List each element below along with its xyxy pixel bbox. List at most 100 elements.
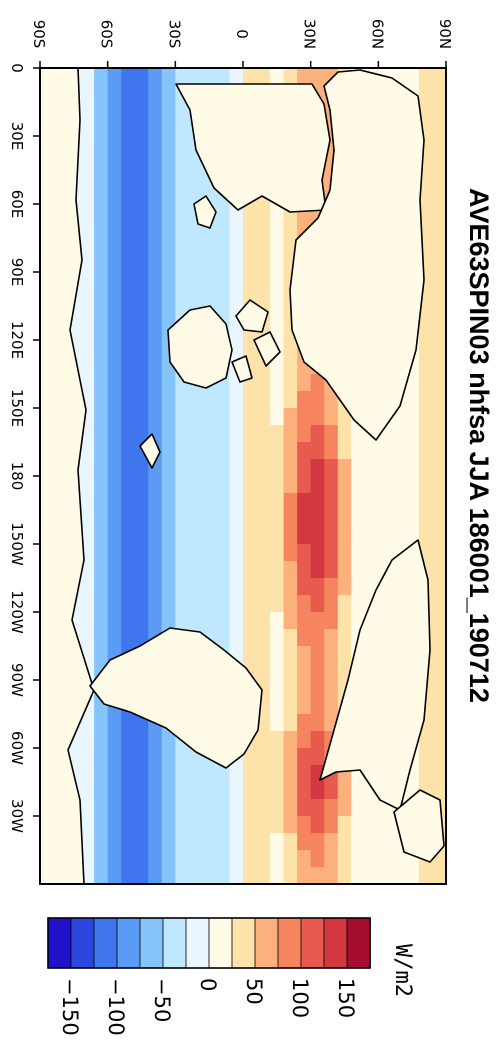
field-cell [161,782,176,800]
field-cell [351,425,366,443]
field-cell [256,833,271,851]
field-cell [148,204,163,222]
field-cell [256,714,271,732]
field-cell [310,374,325,392]
field-cell [337,629,352,647]
field-cell [432,646,447,664]
field-cell [188,578,203,596]
field-cell [202,578,217,596]
north-america-landmass [319,539,431,811]
field-cell [270,221,284,239]
field-cell [337,867,352,885]
field-cell [94,765,109,783]
field-cell [107,493,122,511]
field-cell [243,595,257,613]
field-cell [256,391,271,409]
field-cell [229,561,244,579]
field-cell [215,612,230,630]
field-cell [148,340,163,358]
field-cell [215,799,230,817]
field-cell [202,867,217,885]
map: 0 30E 60E 90E 120E 150E 180 150W 120W 90W 60W 30W 9… [8,19,454,885]
field-cell [418,731,433,749]
field-cell [418,68,433,86]
field-cell [243,833,257,851]
field-cell [121,357,136,375]
field-cell [94,153,109,171]
field-cell [324,646,339,664]
field-cell [243,255,257,273]
field-cell [215,204,230,222]
field-cell [107,408,122,426]
field-cell [270,442,284,460]
field-cell [432,238,447,256]
field-cell [432,187,447,205]
field-cell [432,663,447,681]
field-cell [256,408,271,426]
field-cell [94,306,109,324]
field-cell [270,782,284,800]
field-cell [391,493,406,511]
field-cell [121,374,136,392]
field-cell [175,425,190,443]
field-cell [229,272,244,290]
field-cell [107,136,122,154]
field-cell [270,595,284,613]
field-cell [121,153,136,171]
field-cell [297,850,312,868]
field-cell [175,799,190,817]
field-cell [256,221,271,239]
field-cell [229,527,244,545]
field-cell [364,544,379,562]
field-cell [107,119,122,137]
field-cell [256,816,271,834]
field-cell [351,561,366,579]
field-cell [270,374,284,392]
field-cell [337,442,352,460]
field-cell [80,782,95,800]
field-cell [175,850,190,868]
field-cell [134,102,149,120]
field-cell [337,833,352,851]
field-cell [405,476,420,494]
new-zealand-islands [139,433,161,469]
field-cell [378,442,393,460]
field-cell [161,799,176,817]
field-cell [107,850,122,868]
field-cell [337,527,352,545]
field-cell [80,833,95,851]
field-cell [134,204,149,222]
field-cell [148,221,163,239]
field-cell [161,459,176,477]
field-cell [107,833,122,851]
field-cell [161,816,176,834]
field-cell [270,527,284,545]
field-cell [134,459,149,477]
field-cell [243,391,257,409]
field-cell [175,459,190,477]
field-cell [94,629,109,647]
field-cell [148,408,163,426]
field-cell [202,68,217,86]
field-cell [107,714,122,732]
field-cell [229,221,244,239]
field-cell [107,204,122,222]
field-cell [432,476,447,494]
colorbar-tick-label: −150 [58,978,82,1036]
field-cell [432,221,447,239]
field-cell [134,408,149,426]
field-cell [391,850,406,868]
field-cell [148,187,163,205]
field-cell [202,782,217,800]
coastlines [39,67,445,885]
field-cell [310,748,325,766]
field-cell [161,170,176,188]
field-cell [202,799,217,817]
field-cell [80,289,95,307]
field-cell [94,714,109,732]
field-cell [161,595,176,613]
field-cell [121,238,136,256]
lat-tick-label: 90S [30,20,48,49]
field-cell [418,374,433,392]
field-cell [351,544,366,562]
